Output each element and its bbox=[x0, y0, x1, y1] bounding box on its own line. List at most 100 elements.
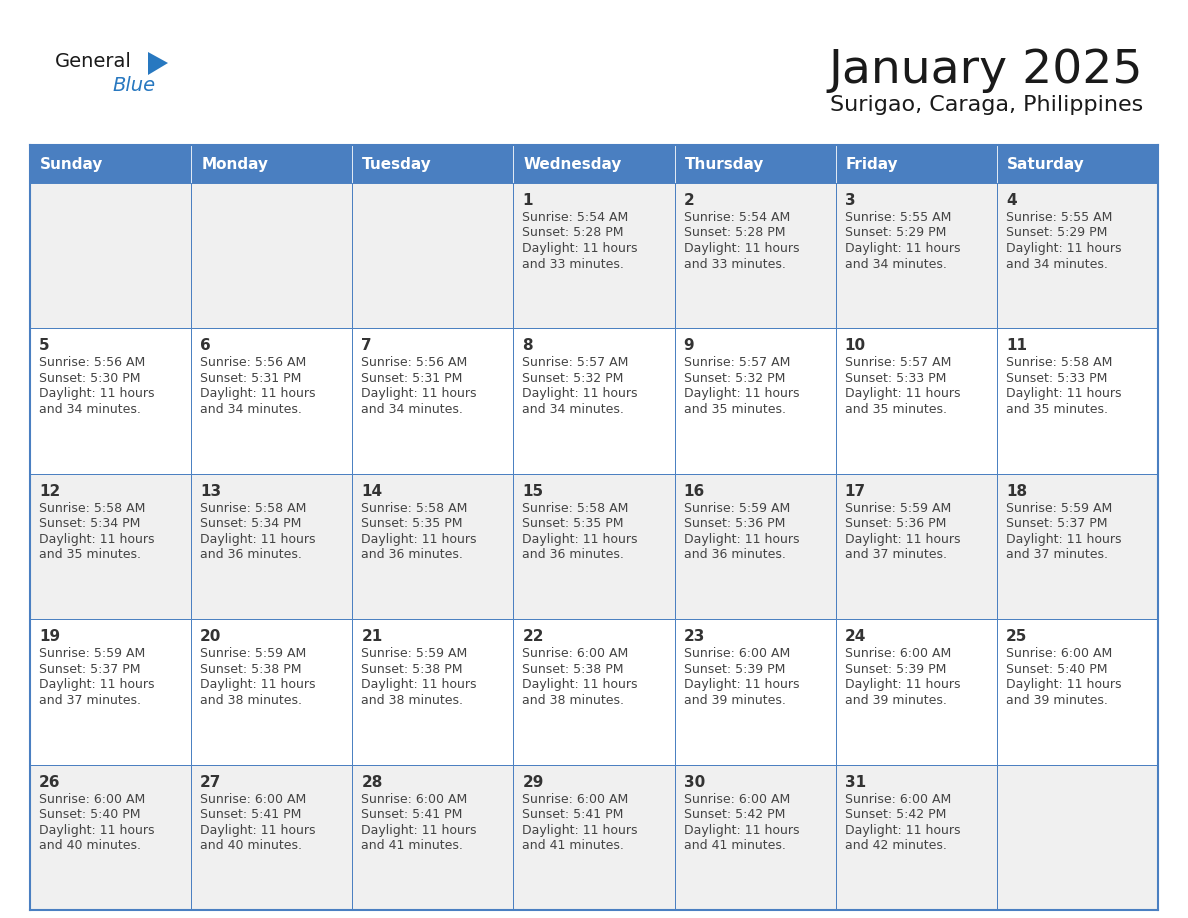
Text: Friday: Friday bbox=[846, 156, 898, 172]
Text: and 36 minutes.: and 36 minutes. bbox=[523, 548, 625, 561]
Bar bbox=[353, 183, 513, 329]
Text: Sunrise: 5:55 AM: Sunrise: 5:55 AM bbox=[1006, 211, 1112, 224]
Text: Daylight: 11 hours: Daylight: 11 hours bbox=[523, 532, 638, 546]
Text: Sunset: 5:35 PM: Sunset: 5:35 PM bbox=[523, 518, 624, 531]
Text: Daylight: 11 hours: Daylight: 11 hours bbox=[361, 823, 476, 836]
Text: Daylight: 11 hours: Daylight: 11 hours bbox=[361, 532, 476, 546]
Bar bbox=[30, 183, 191, 329]
Text: Sunset: 5:31 PM: Sunset: 5:31 PM bbox=[200, 372, 302, 385]
Text: Daylight: 11 hours: Daylight: 11 hours bbox=[200, 532, 316, 546]
Text: 30: 30 bbox=[683, 775, 704, 789]
Text: and 41 minutes.: and 41 minutes. bbox=[683, 839, 785, 852]
Text: Daylight: 11 hours: Daylight: 11 hours bbox=[683, 242, 800, 255]
Bar bbox=[353, 765, 513, 910]
Text: 23: 23 bbox=[683, 629, 704, 644]
Text: Sunrise: 5:56 AM: Sunrise: 5:56 AM bbox=[361, 356, 468, 369]
Text: and 34 minutes.: and 34 minutes. bbox=[523, 403, 625, 416]
Text: and 38 minutes.: and 38 minutes. bbox=[523, 694, 625, 707]
Text: General: General bbox=[55, 52, 132, 71]
Text: Sunrise: 5:57 AM: Sunrise: 5:57 AM bbox=[845, 356, 952, 369]
Text: Sunrise: 5:59 AM: Sunrise: 5:59 AM bbox=[845, 502, 950, 515]
Bar bbox=[997, 765, 1158, 910]
Text: Sunset: 5:32 PM: Sunset: 5:32 PM bbox=[523, 372, 624, 385]
Bar bbox=[30, 329, 191, 474]
Text: Daylight: 11 hours: Daylight: 11 hours bbox=[845, 387, 960, 400]
Text: Sunrise: 6:00 AM: Sunrise: 6:00 AM bbox=[361, 792, 468, 806]
Text: Sunset: 5:42 PM: Sunset: 5:42 PM bbox=[683, 808, 785, 821]
Bar bbox=[675, 765, 835, 910]
Text: 9: 9 bbox=[683, 339, 694, 353]
Text: Saturday: Saturday bbox=[1007, 156, 1085, 172]
Text: Sunset: 5:41 PM: Sunset: 5:41 PM bbox=[361, 808, 462, 821]
Text: Sunset: 5:28 PM: Sunset: 5:28 PM bbox=[523, 227, 624, 240]
Text: and 41 minutes.: and 41 minutes. bbox=[361, 839, 463, 852]
Text: Sunrise: 6:00 AM: Sunrise: 6:00 AM bbox=[1006, 647, 1112, 660]
Bar bbox=[513, 765, 675, 910]
Text: Blue: Blue bbox=[112, 76, 156, 95]
Text: Sunrise: 6:00 AM: Sunrise: 6:00 AM bbox=[845, 647, 950, 660]
Text: and 33 minutes.: and 33 minutes. bbox=[683, 258, 785, 271]
Text: and 40 minutes.: and 40 minutes. bbox=[200, 839, 302, 852]
Text: Daylight: 11 hours: Daylight: 11 hours bbox=[683, 678, 800, 691]
Text: Sunrise: 5:59 AM: Sunrise: 5:59 AM bbox=[361, 647, 468, 660]
Text: and 36 minutes.: and 36 minutes. bbox=[200, 548, 302, 561]
Bar bbox=[997, 474, 1158, 620]
Text: and 36 minutes.: and 36 minutes. bbox=[361, 548, 463, 561]
Text: 31: 31 bbox=[845, 775, 866, 789]
Text: Sunrise: 5:58 AM: Sunrise: 5:58 AM bbox=[39, 502, 145, 515]
Text: Sunset: 5:42 PM: Sunset: 5:42 PM bbox=[845, 808, 946, 821]
Text: Sunrise: 5:57 AM: Sunrise: 5:57 AM bbox=[523, 356, 628, 369]
Text: 22: 22 bbox=[523, 629, 544, 644]
Text: Daylight: 11 hours: Daylight: 11 hours bbox=[39, 823, 154, 836]
Text: and 35 minutes.: and 35 minutes. bbox=[845, 403, 947, 416]
Bar bbox=[30, 145, 191, 183]
Text: Daylight: 11 hours: Daylight: 11 hours bbox=[523, 242, 638, 255]
Text: 10: 10 bbox=[845, 339, 866, 353]
Text: Sunrise: 5:59 AM: Sunrise: 5:59 AM bbox=[200, 647, 307, 660]
Text: Sunrise: 5:59 AM: Sunrise: 5:59 AM bbox=[39, 647, 145, 660]
Text: and 34 minutes.: and 34 minutes. bbox=[361, 403, 463, 416]
Text: Sunset: 5:38 PM: Sunset: 5:38 PM bbox=[523, 663, 624, 676]
Text: Surigao, Caraga, Philippines: Surigao, Caraga, Philippines bbox=[829, 95, 1143, 115]
Text: Monday: Monday bbox=[201, 156, 268, 172]
Text: Sunrise: 6:00 AM: Sunrise: 6:00 AM bbox=[39, 792, 145, 806]
Text: Daylight: 11 hours: Daylight: 11 hours bbox=[200, 387, 316, 400]
Text: 16: 16 bbox=[683, 484, 704, 498]
Text: Daylight: 11 hours: Daylight: 11 hours bbox=[361, 678, 476, 691]
Text: Daylight: 11 hours: Daylight: 11 hours bbox=[523, 387, 638, 400]
Text: 19: 19 bbox=[39, 629, 61, 644]
Text: Sunset: 5:36 PM: Sunset: 5:36 PM bbox=[845, 518, 946, 531]
Text: Sunset: 5:34 PM: Sunset: 5:34 PM bbox=[39, 518, 140, 531]
Text: Wednesday: Wednesday bbox=[524, 156, 621, 172]
Text: 1: 1 bbox=[523, 193, 533, 208]
Bar bbox=[30, 474, 191, 620]
Text: Tuesday: Tuesday bbox=[362, 156, 432, 172]
Text: Sunset: 5:28 PM: Sunset: 5:28 PM bbox=[683, 227, 785, 240]
Bar bbox=[30, 765, 191, 910]
Text: Sunset: 5:38 PM: Sunset: 5:38 PM bbox=[200, 663, 302, 676]
Text: Sunrise: 5:56 AM: Sunrise: 5:56 AM bbox=[200, 356, 307, 369]
Text: 26: 26 bbox=[39, 775, 61, 789]
Text: 13: 13 bbox=[200, 484, 221, 498]
Text: 29: 29 bbox=[523, 775, 544, 789]
Text: 15: 15 bbox=[523, 484, 544, 498]
Text: Sunset: 5:37 PM: Sunset: 5:37 PM bbox=[1006, 518, 1107, 531]
Bar bbox=[675, 620, 835, 765]
Text: and 35 minutes.: and 35 minutes. bbox=[1006, 403, 1108, 416]
Text: and 42 minutes.: and 42 minutes. bbox=[845, 839, 947, 852]
Text: Sunset: 5:40 PM: Sunset: 5:40 PM bbox=[39, 808, 140, 821]
Bar bbox=[191, 329, 353, 474]
Polygon shape bbox=[148, 52, 168, 75]
Text: 27: 27 bbox=[200, 775, 221, 789]
Text: Sunrise: 5:54 AM: Sunrise: 5:54 AM bbox=[523, 211, 628, 224]
Bar bbox=[835, 620, 997, 765]
Text: Sunrise: 5:55 AM: Sunrise: 5:55 AM bbox=[845, 211, 952, 224]
Text: Sunset: 5:40 PM: Sunset: 5:40 PM bbox=[1006, 663, 1107, 676]
Text: 28: 28 bbox=[361, 775, 383, 789]
Text: 25: 25 bbox=[1006, 629, 1028, 644]
Text: Sunset: 5:34 PM: Sunset: 5:34 PM bbox=[200, 518, 302, 531]
Text: Daylight: 11 hours: Daylight: 11 hours bbox=[39, 387, 154, 400]
Text: 2: 2 bbox=[683, 193, 694, 208]
Text: Daylight: 11 hours: Daylight: 11 hours bbox=[845, 532, 960, 546]
Text: Daylight: 11 hours: Daylight: 11 hours bbox=[39, 532, 154, 546]
